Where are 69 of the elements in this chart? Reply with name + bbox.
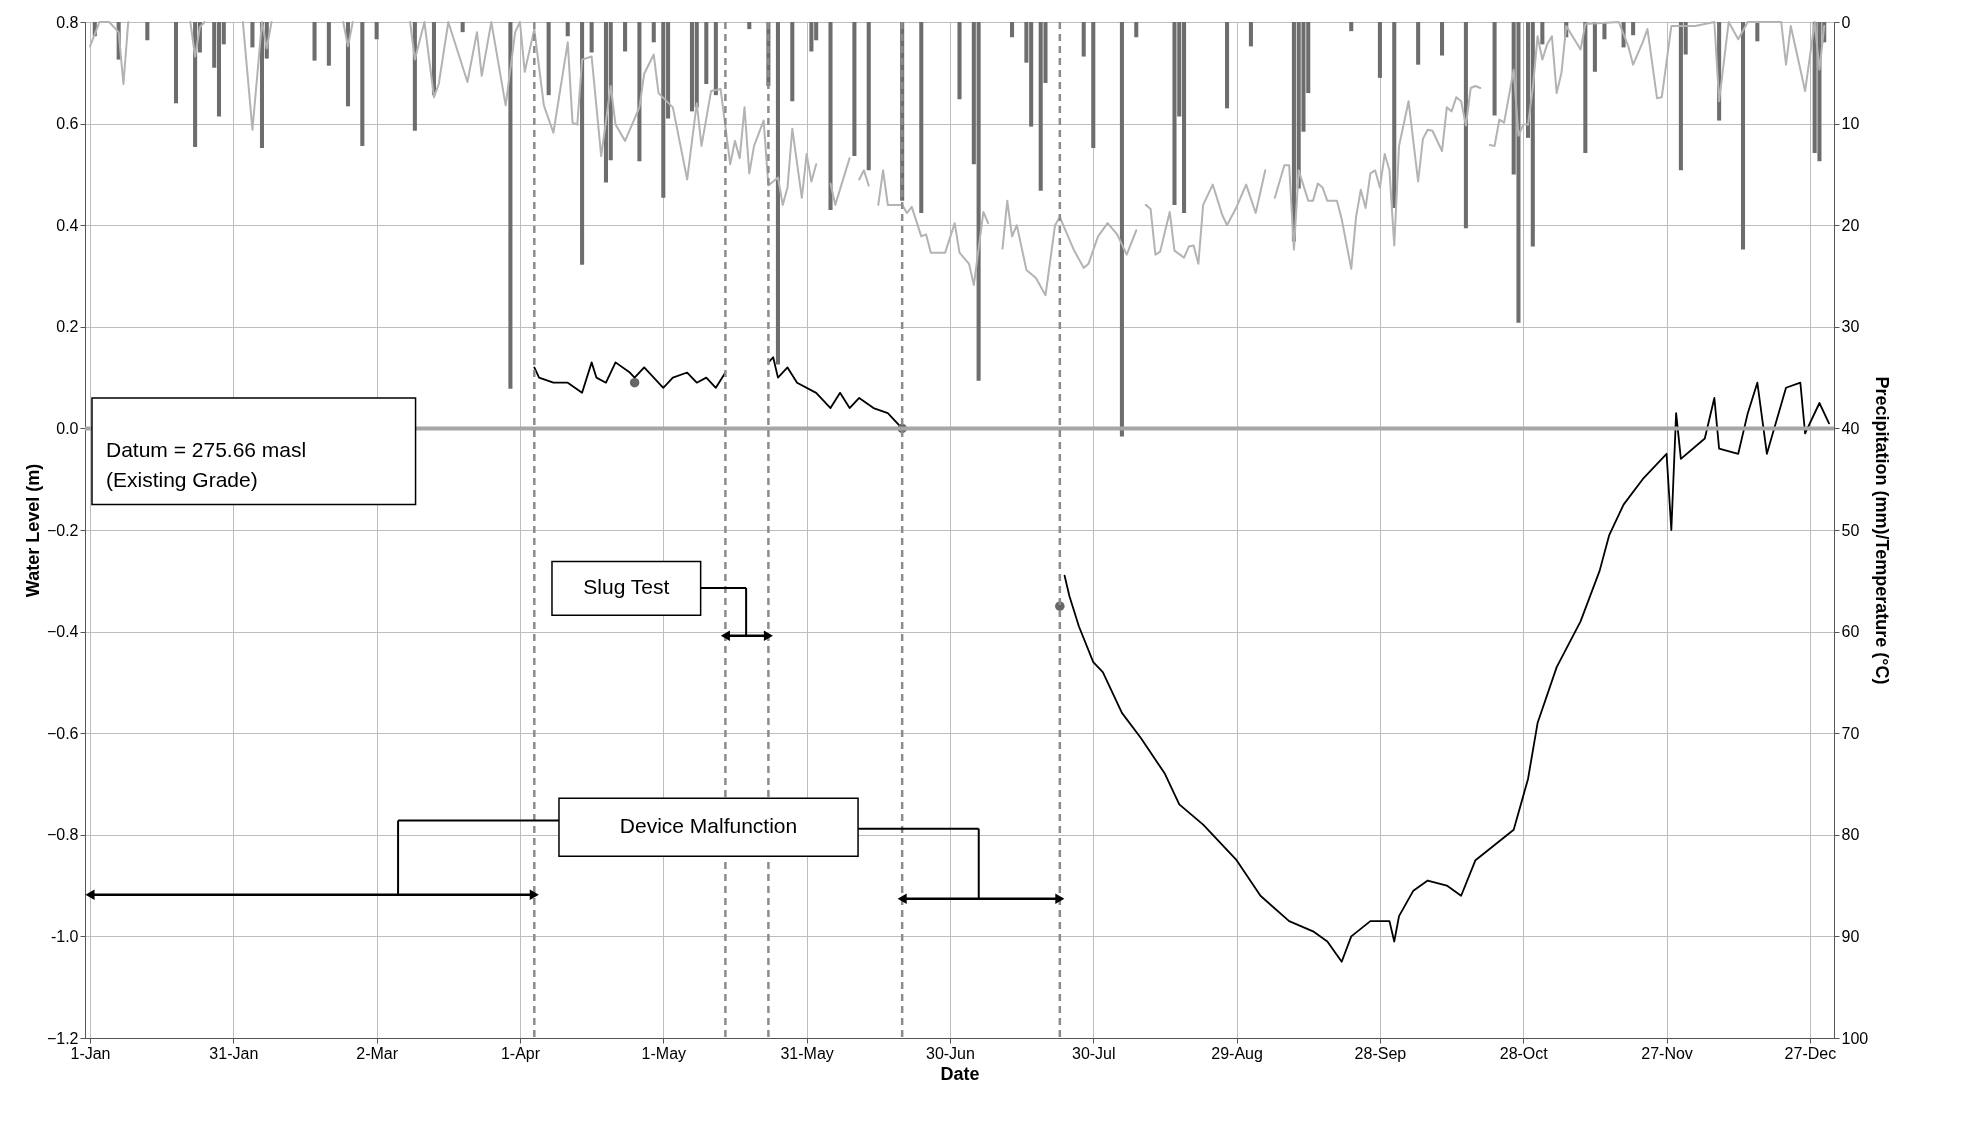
y2-tick-label: 60	[1841, 623, 1860, 641]
bar	[1091, 22, 1096, 148]
x-tick-label: 30-Jun	[925, 1044, 975, 1062]
x-axis-title: Date	[940, 1063, 980, 1084]
bar	[1377, 22, 1382, 78]
y2-tick-label: 30	[1841, 318, 1860, 336]
bar	[1492, 22, 1497, 116]
y2-tick-label: 10	[1841, 115, 1860, 133]
point	[629, 377, 640, 388]
bar	[1631, 22, 1636, 36]
bar	[1530, 22, 1535, 247]
y-axis-title: Water Level (m)	[22, 463, 43, 598]
bar	[1516, 22, 1521, 323]
bar	[957, 22, 962, 100]
y2-tick-label: 0	[1841, 13, 1851, 31]
y-tick-label: 0.6	[56, 115, 79, 133]
bar	[374, 22, 379, 40]
y2-tick-label: 70	[1841, 724, 1860, 742]
x-tick-label: 30-Jul	[1071, 1044, 1116, 1062]
bar	[919, 22, 924, 214]
y2-axis-title: Precipitation (mm)/Temperature (°C)	[1872, 376, 1893, 685]
bar	[1119, 22, 1124, 437]
bar	[1755, 22, 1760, 42]
x-tick-label: 31-Jan	[209, 1044, 259, 1062]
y2-tick-label: 50	[1841, 521, 1860, 539]
bar	[1592, 22, 1597, 72]
x-tick-label: 1-Apr	[500, 1044, 541, 1062]
x-tick-label: 31-May	[780, 1044, 834, 1062]
y-tick-label: 0.8	[56, 13, 79, 31]
y2-tick-label: 20	[1841, 216, 1860, 234]
x-tick-label: 27-Nov	[1641, 1044, 1693, 1062]
y-tick-label: −0.2	[46, 521, 79, 539]
y-tick-label: −0.4	[46, 623, 79, 641]
y2-tick-label: 40	[1841, 419, 1860, 437]
y-tick-label: 0.0	[56, 419, 79, 437]
x-tick-label: 28-Oct	[1499, 1044, 1549, 1062]
bar	[852, 22, 857, 157]
bar	[1540, 22, 1545, 45]
y2-tick-label: 90	[1841, 927, 1860, 945]
x-tick-label: 1-May	[641, 1044, 687, 1062]
bar	[1010, 22, 1015, 38]
bar	[1416, 22, 1421, 65]
bar	[828, 22, 833, 210]
bar	[1349, 22, 1354, 32]
y-tick-label: 0.2	[56, 318, 79, 336]
x-tick-label: 2-Mar	[356, 1044, 399, 1062]
bar	[1740, 22, 1746, 250]
x-tick-label: 29-Aug	[1211, 1044, 1263, 1062]
y2-tick-label: 100	[1841, 1029, 1869, 1047]
bar	[1439, 22, 1445, 56]
bar	[1225, 22, 1230, 109]
annotation: Device Malfunction	[619, 814, 798, 838]
bar	[1081, 22, 1086, 57]
bar	[1248, 22, 1253, 47]
annotation: Datum = 275.66 masl (Existing Grade)	[106, 438, 307, 492]
bar	[866, 22, 871, 171]
bar	[1134, 22, 1139, 38]
bar	[1172, 22, 1177, 205]
x-tick-label: 27-Dec	[1784, 1044, 1837, 1062]
y-tick-label: −0.8	[46, 826, 79, 844]
x-tick-label: 1-Jan	[70, 1044, 111, 1062]
bar	[1583, 22, 1588, 154]
y-tick-label: 0.4	[56, 216, 79, 234]
y2-tick-label: 80	[1841, 826, 1860, 844]
x-tick-label: 28-Sep	[1354, 1044, 1407, 1062]
y-tick-label: −1.2	[46, 1029, 79, 1047]
y-tick-label: −0.6	[46, 724, 79, 742]
annotation: Slug Test	[583, 575, 670, 599]
y-tick-label: -1.0	[50, 927, 79, 945]
